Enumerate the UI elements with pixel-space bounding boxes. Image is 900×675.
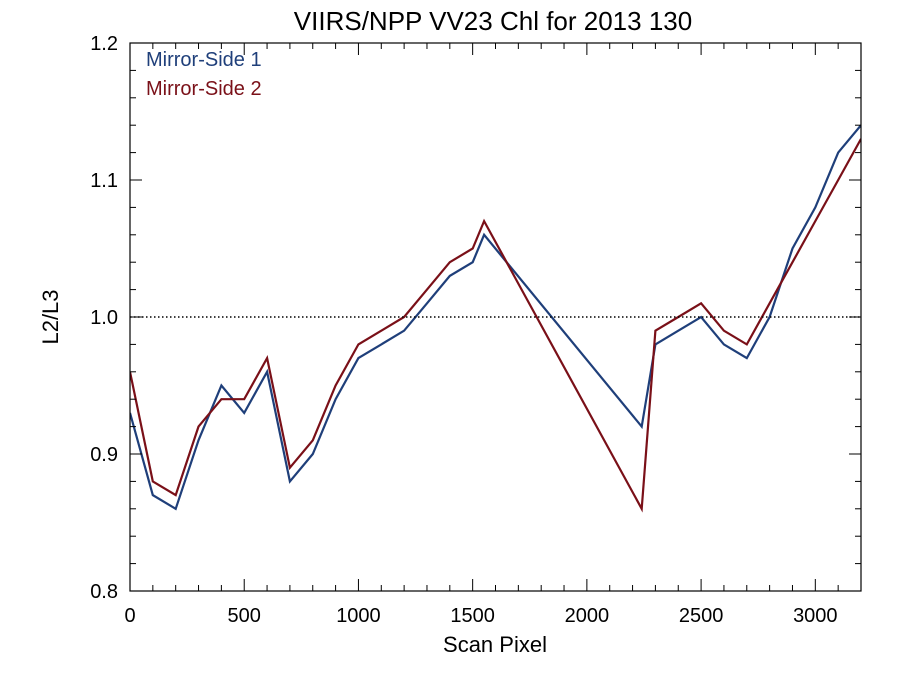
- y-axis-label: L2/L3: [38, 289, 63, 344]
- x-tick-label: 500: [228, 605, 261, 627]
- x-axis-ticks: 0 500 1000 1500 2000 2500 3000: [124, 43, 862, 627]
- legend-entry-mirror-side-1: Mirror-Side 1: [146, 49, 262, 71]
- x-tick-label: 2000: [565, 605, 610, 627]
- y-tick-label: 0.9: [90, 444, 118, 466]
- x-tick-label: 3000: [793, 605, 838, 627]
- chart-title: VIIRS/NPP VV23 Chl for 2013 130: [294, 6, 692, 36]
- x-tick-label: 1000: [336, 605, 381, 627]
- y-tick-label: 1.2: [90, 33, 118, 55]
- legend: Mirror-Side 1 Mirror-Side 2: [146, 49, 262, 100]
- x-tick-label: 1500: [450, 605, 495, 627]
- legend-entry-mirror-side-2: Mirror-Side 2: [146, 78, 262, 100]
- y-tick-label: 1.0: [90, 307, 118, 329]
- y-tick-label: 1.1: [90, 170, 118, 192]
- y-axis-ticks: 0.8 0.9 1.0 1.1 1.2: [90, 33, 861, 603]
- plot-area: [130, 124, 861, 513]
- series-line-mirror-side-2: [130, 138, 861, 513]
- y-tick-label: 0.8: [90, 581, 118, 603]
- x-tick-label: 2500: [679, 605, 724, 627]
- x-tick-label: 0: [124, 605, 135, 627]
- x-axis-label: Scan Pixel: [443, 632, 547, 657]
